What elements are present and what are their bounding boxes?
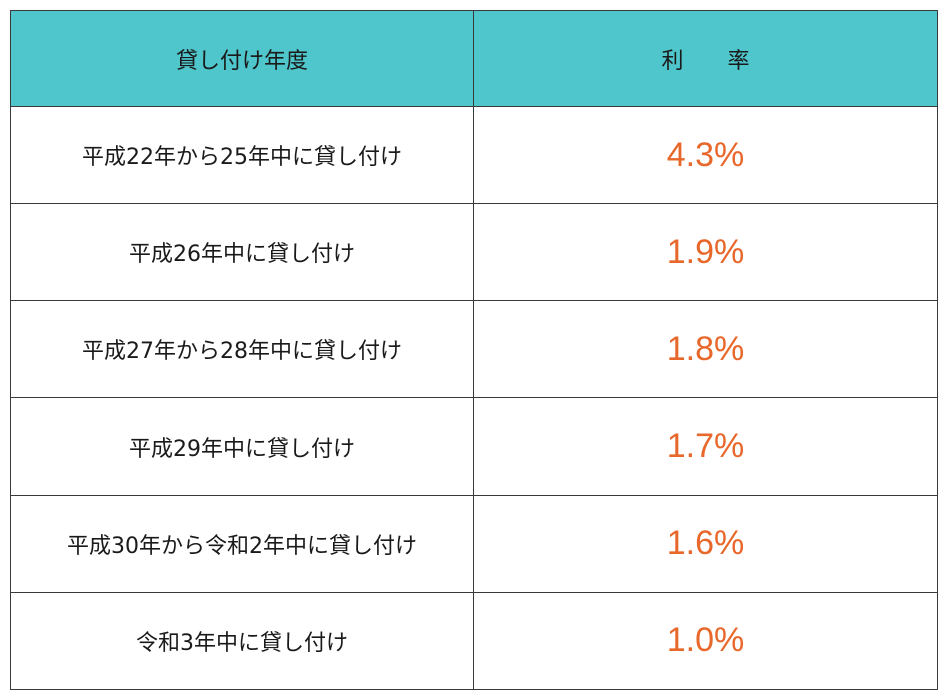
header-loan-year: 貸し付け年度 bbox=[10, 10, 474, 107]
header-interest-rate: 利 率 bbox=[473, 10, 938, 107]
interest-rate-cell: 1.9% bbox=[473, 203, 938, 302]
rates-table-wrapper: 貸し付け年度 利 率 平成22年から25年中に貸し付け 4.3% 平成26年中に… bbox=[10, 10, 938, 691]
table-row: 平成30年から令和2年中に貸し付け 1.6% bbox=[10, 494, 938, 593]
loan-period-cell: 平成30年から令和2年中に貸し付け bbox=[10, 494, 474, 593]
loan-interest-rate-table: 貸し付け年度 利 率 平成22年から25年中に貸し付け 4.3% 平成26年中に… bbox=[10, 10, 938, 691]
table-row: 令和3年中に貸し付け 1.0% bbox=[10, 591, 938, 691]
interest-rate-cell: 1.7% bbox=[473, 397, 938, 496]
interest-rate-cell: 1.8% bbox=[473, 300, 938, 399]
interest-rate-cell: 1.6% bbox=[473, 494, 938, 593]
table-row: 平成26年中に貸し付け 1.9% bbox=[10, 203, 938, 302]
table-row: 平成27年から28年中に貸し付け 1.8% bbox=[10, 300, 938, 399]
loan-period-cell: 平成26年中に貸し付け bbox=[10, 203, 474, 302]
table-row: 平成29年中に貸し付け 1.7% bbox=[10, 397, 938, 496]
table-header-row: 貸し付け年度 利 率 bbox=[10, 10, 938, 107]
loan-period-cell: 平成29年中に貸し付け bbox=[10, 397, 474, 496]
table-row: 平成22年から25年中に貸し付け 4.3% bbox=[10, 105, 938, 205]
loan-period-cell: 令和3年中に貸し付け bbox=[10, 591, 474, 691]
interest-rate-cell: 4.3% bbox=[473, 105, 938, 205]
interest-rate-cell: 1.0% bbox=[473, 591, 938, 691]
loan-period-cell: 平成27年から28年中に貸し付け bbox=[10, 300, 474, 399]
loan-period-cell: 平成22年から25年中に貸し付け bbox=[10, 105, 474, 205]
